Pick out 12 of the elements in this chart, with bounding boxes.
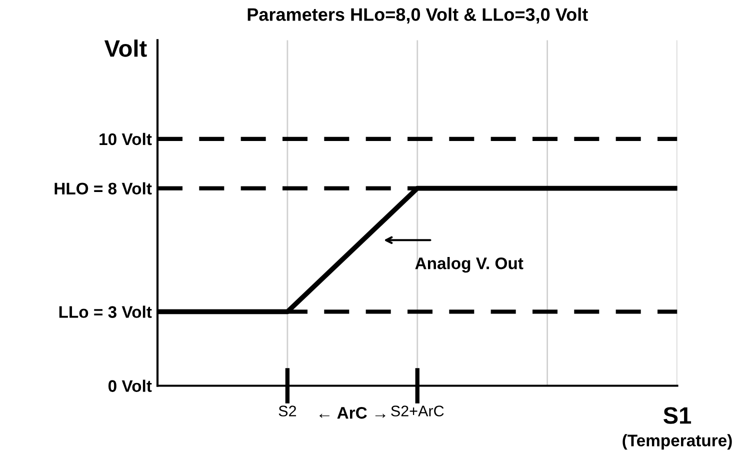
y-tick-label: LLo = 3 Volt xyxy=(59,306,152,318)
y-tick-label: 10 Volt xyxy=(100,132,152,146)
text: (Temperature) xyxy=(622,434,732,450)
text: ← ArC → xyxy=(320,406,386,419)
chart-title: Parameters HLo=8,0 Volt & LLo=3,0 Volt xyxy=(248,8,588,24)
x-axis-title: S1 xyxy=(663,407,692,424)
y-axis-title: Volt xyxy=(104,40,147,57)
x-tick-label: S2+ArC xyxy=(391,406,444,416)
y-tick-label: 0 Volt xyxy=(108,380,152,392)
y-tick-label: HLO = 8 Volt xyxy=(54,182,152,194)
x-tick-label: S2 xyxy=(278,406,296,416)
annotation: Analog V. Out xyxy=(415,257,524,273)
